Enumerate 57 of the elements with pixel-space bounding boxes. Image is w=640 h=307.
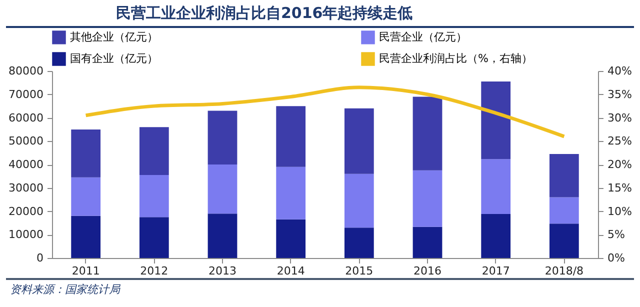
legend-label: 民营企业利润占比（%，右轴） — [379, 52, 532, 65]
bar — [71, 129, 101, 178]
y2-tick-label: 35% — [608, 88, 632, 101]
bar — [481, 159, 511, 214]
x-tick-label: 2017 — [482, 264, 510, 278]
bar — [139, 127, 169, 176]
y2-tick-label: 0% — [608, 252, 625, 264]
y2-tick-label: 15% — [608, 181, 632, 194]
bar — [549, 197, 579, 224]
y2-tick-label: 25% — [608, 134, 632, 148]
x-tick-label: 2011 — [72, 264, 100, 278]
x-tick-label: 2013 — [208, 264, 236, 278]
legend-label: 民营企业（亿元） — [379, 30, 467, 44]
x-tick-label: 2015 — [345, 264, 374, 278]
bar — [208, 214, 238, 258]
y2-tick-label: 20% — [608, 158, 632, 171]
y2-tick-label: 30% — [608, 111, 632, 124]
bar — [412, 170, 442, 227]
y2-tick-label: 40% — [608, 64, 632, 78]
y2-tick-label: 5% — [608, 228, 625, 242]
bar — [139, 217, 169, 258]
x-tick-label: 2012 — [140, 264, 168, 278]
bar — [208, 164, 238, 214]
y-tick-label: 30000 — [8, 181, 44, 194]
bar — [71, 216, 101, 258]
y-tick-label: 20000 — [8, 204, 44, 218]
bar — [412, 226, 442, 258]
x-tick-label: 2014 — [276, 264, 305, 278]
bar — [208, 110, 238, 164]
bar — [344, 108, 374, 174]
y-tick-label: 80000 — [8, 64, 44, 78]
x-tick-label: 2016 — [414, 264, 442, 278]
y-tick-label: 40000 — [8, 158, 44, 171]
bar — [344, 174, 374, 228]
y-tick-label: 0 — [36, 252, 44, 264]
bar — [481, 214, 511, 258]
bar — [549, 224, 579, 258]
x-tick-label: 2018/8 — [544, 264, 584, 278]
legend-label: 其他企业（亿元） — [70, 30, 158, 44]
y-tick-label: 70000 — [8, 88, 44, 101]
chart-title: 民营工业企业利润占比自2016年起持续走低 — [6, 0, 634, 28]
y2-tick-label: 10% — [608, 204, 632, 218]
line-series — [84, 86, 566, 138]
bar — [276, 219, 306, 258]
bar — [344, 228, 374, 258]
legend-label: 国有企业（亿元） — [70, 52, 158, 65]
bar — [276, 166, 306, 220]
y-tick-label: 10000 — [8, 228, 44, 242]
bar — [412, 96, 442, 170]
bar — [276, 106, 306, 167]
bar — [481, 82, 511, 160]
y-tick-label: 60000 — [8, 111, 44, 124]
bar — [139, 175, 169, 218]
y-tick-label: 50000 — [8, 134, 44, 148]
bar — [71, 177, 101, 216]
text: 资料来源：国家统计局 — [6, 278, 634, 297]
bar — [549, 154, 579, 198]
